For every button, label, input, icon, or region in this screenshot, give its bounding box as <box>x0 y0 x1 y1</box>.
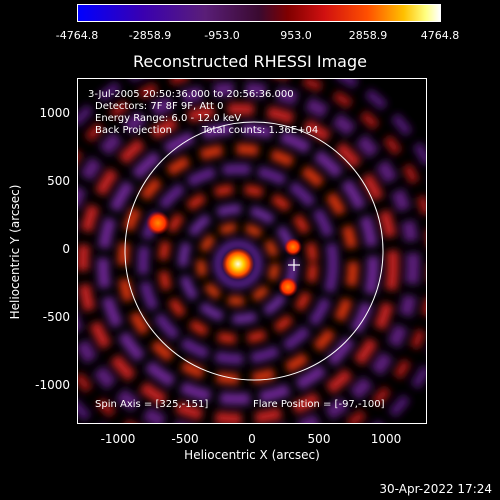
colorbar-tick: 4764.8 <box>420 29 460 42</box>
spin-axis-text: Spin Axis = [325,-151] <box>95 399 209 410</box>
reconstructed-image <box>78 79 426 423</box>
flare-source <box>222 248 254 280</box>
x-axis-label: Heliocentric X (arcsec) <box>184 448 320 462</box>
colorbar-tick: 953.0 <box>280 29 312 42</box>
x-tick-label: 0 <box>248 432 256 446</box>
y-tick-label: 500 <box>47 174 70 188</box>
colorbar-tick: -2858.9 <box>128 29 172 42</box>
detectors-text: Detectors: 7F 8F 9F, Att 0 <box>95 101 224 112</box>
bright-sources <box>146 211 302 297</box>
x-tick-label: 1000 <box>370 432 402 446</box>
y-tick-label: -1000 <box>35 378 70 392</box>
solar-limb-circle <box>124 121 384 381</box>
y-tick-label: -500 <box>42 310 70 324</box>
y-tick-label: 0 <box>62 242 70 256</box>
total-counts-text: Total counts: 1.36E+04 <box>202 125 319 136</box>
flare-position-text: Flare Position = [-97,-100] <box>253 399 385 410</box>
timestamp: 30-Apr-2022 17:24 <box>379 482 492 496</box>
x-tick-label: -1000 <box>100 432 136 446</box>
rhessi-image-plot: 3-Jul-2005 20:50:36.000 to 20:56:36.000 … <box>77 78 427 424</box>
colorbar-tick: -953.0 <box>204 29 240 42</box>
colorbar-tick: -4764.8 <box>55 29 99 42</box>
colorbar-tick: 2858.9 <box>348 29 388 42</box>
energy-range-text: Energy Range: 6.0 - 12.0 keV <box>95 113 242 124</box>
x-tick-label: 500 <box>307 432 331 446</box>
spin-axis-cross-icon <box>288 259 300 271</box>
time-range-text: 3-Jul-2005 20:50:36.000 to 20:56:36.000 <box>88 89 294 100</box>
y-axis-label: Heliocentric Y (arcsec) <box>8 184 22 320</box>
y-tick-label: 1000 <box>39 106 70 120</box>
ring-pattern <box>78 79 426 423</box>
plot-title: Reconstructed RHESSI Image <box>133 52 367 71</box>
colorbar <box>77 4 441 22</box>
method-text: Back Projection <box>95 125 172 136</box>
x-tick-label: -500 <box>171 432 199 446</box>
